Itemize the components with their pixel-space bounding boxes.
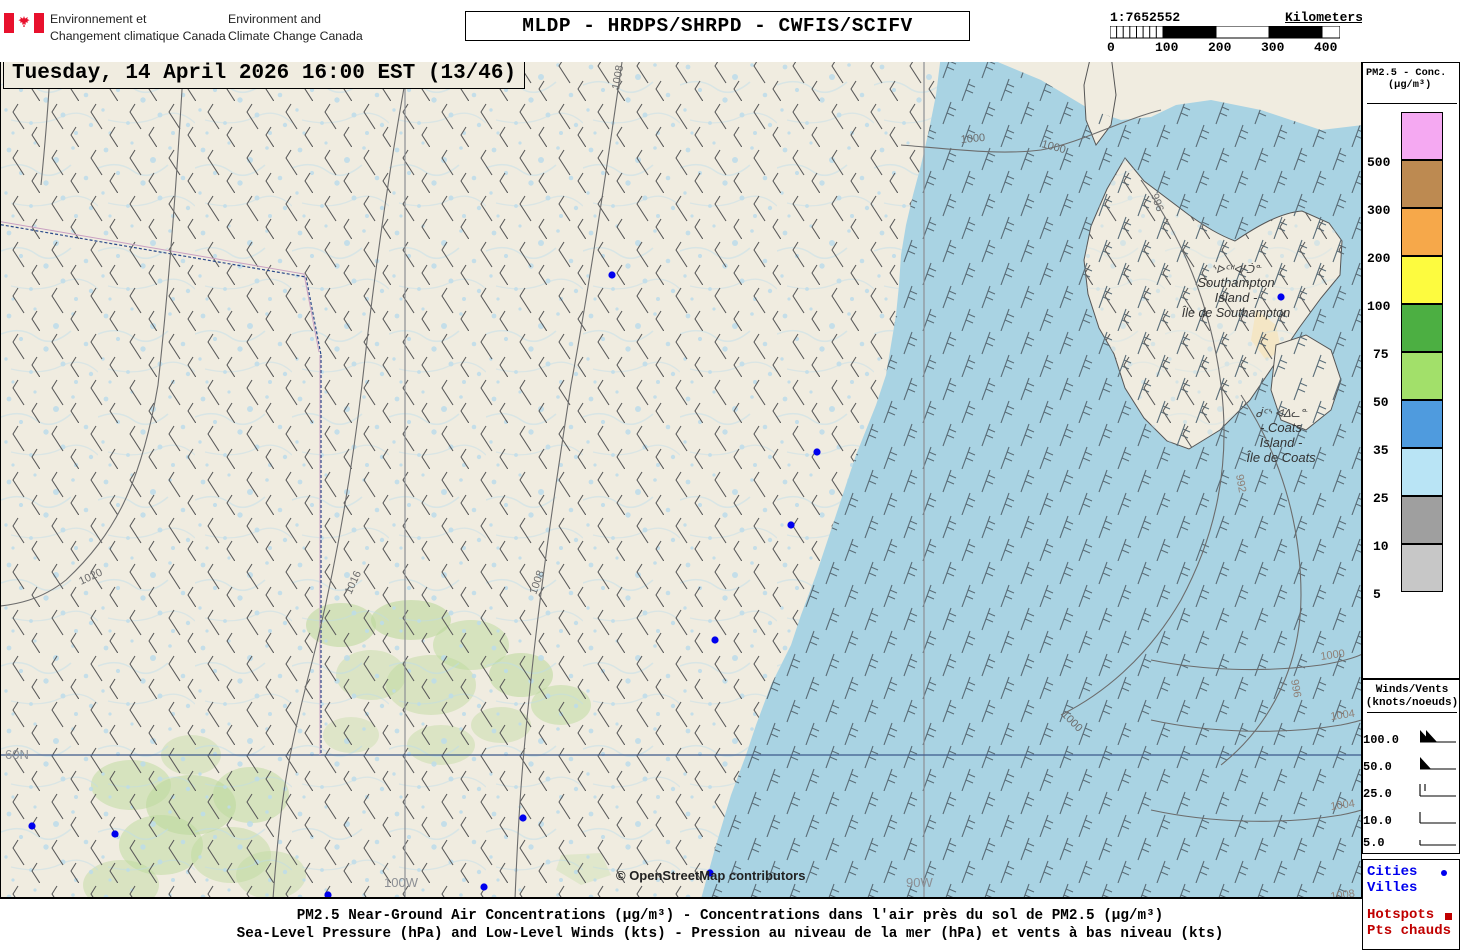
- svg-text:Southampton: Southampton: [1197, 275, 1274, 290]
- svg-text:Island -: Island -: [1260, 435, 1303, 450]
- svg-text:ᔅᐅᑦᐦᐊᒻᑑᓐ: ᔅᐅᑦᐦᐊᒻᑑᓐ: [1211, 262, 1262, 276]
- svg-text:Île de Southampton: Île de Southampton: [1182, 305, 1290, 320]
- svg-text:100W: 100W: [384, 875, 419, 890]
- svg-text:Île de Coats: Île de Coats: [1246, 450, 1316, 465]
- svg-text:60N: 60N: [5, 747, 29, 762]
- svg-text:90W: 90W: [906, 875, 933, 890]
- svg-text:ᑰᑦᔅ ᐊᐃᓚᓐ: ᑰᑦᔅ ᐊᐃᓚᓐ: [1255, 406, 1308, 420]
- svg-text:- Coats: - Coats: [1260, 420, 1302, 435]
- svg-text:Island -: Island -: [1215, 290, 1258, 305]
- svg-text:1000: 1000: [960, 132, 985, 146]
- svg-text:© OpenStreetMap contributors: © OpenStreetMap contributors: [616, 868, 805, 883]
